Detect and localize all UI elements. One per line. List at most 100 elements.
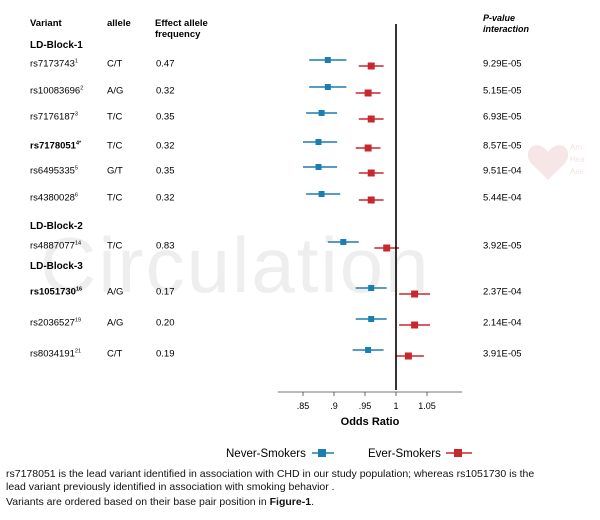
x-axis-tick-label: .85 <box>297 401 310 411</box>
legend: Never-Smokers Ever-Smokers <box>226 448 472 460</box>
variant-id: rs7173743 <box>30 59 75 70</box>
ever-smokers-point <box>411 290 419 298</box>
allele-cell: A/G <box>107 318 123 329</box>
block-heading: LD-Block-3 <box>30 261 83 272</box>
header-pvalue-line1: P-value <box>483 13 515 23</box>
variant-id: rs6495335 <box>30 166 75 177</box>
ever-smokers-point <box>383 244 391 252</box>
never-smokers-point <box>318 110 325 116</box>
never-smokers-point <box>318 191 325 197</box>
header-variant: Variant <box>30 18 63 29</box>
variant-superscript: 1 <box>75 59 78 65</box>
variant-name: rs71737431 <box>30 59 78 70</box>
never-smokers-point <box>368 285 375 291</box>
block-heading: LD-Block-1 <box>30 40 83 51</box>
variant-id: rs4887077 <box>30 241 75 252</box>
variant-superscript: 3 <box>75 112 78 118</box>
ever-smokers-point <box>367 169 375 177</box>
variant-id: rs10083696 <box>30 86 80 97</box>
variant-name: rs100836962 <box>30 86 83 97</box>
variant-name: rs43800286 <box>30 193 78 204</box>
ever-smokers-point <box>367 196 375 204</box>
header-allele: allele <box>107 18 131 29</box>
pvalue-cell: 5.44E-04 <box>483 193 522 204</box>
pvalue-cell: 6.93E-05 <box>483 112 522 123</box>
variant-id: rs4380028 <box>30 193 75 204</box>
variant-id: rs7176187 <box>30 112 75 123</box>
allele-cell: G/T <box>107 166 123 177</box>
pvalue-cell: 2.14E-04 <box>483 318 522 329</box>
block-heading: LD-Block-2 <box>30 221 83 232</box>
allele-cell: T/C <box>107 241 122 252</box>
svg-text:Am: Am <box>570 143 582 152</box>
plot-area: .85 .9 .95 1 1.05 Odds Ratio <box>278 24 462 428</box>
never-smokers-point <box>340 239 347 245</box>
x-axis-tick-label: 1.05 <box>418 401 436 411</box>
allele-cell: T/C <box>107 193 122 204</box>
frequency-cell: 0.35 <box>156 112 175 123</box>
variant-superscript: 19 <box>75 318 81 324</box>
pvalue-cell: 5.15E-05 <box>483 86 522 97</box>
legend-ever-marker <box>454 449 462 457</box>
variant-superscript: 2 <box>80 86 83 92</box>
svg-text:Hea: Hea <box>570 155 585 164</box>
variant-id: rs8034191 <box>30 349 75 360</box>
ever-smokers-point <box>367 115 375 123</box>
legend-ever-label: Ever-Smokers <box>368 448 441 460</box>
header-pvalue-line2: interaction <box>483 24 530 34</box>
variant-superscript: 14 <box>75 241 81 247</box>
variant-superscript: 16 <box>76 287 82 293</box>
ever-smokers-point <box>364 89 372 97</box>
svg-text:Ass: Ass <box>570 167 583 176</box>
variant-name: rs105173016 <box>30 287 82 298</box>
caption-line-3: Variants are ordered based on their base… <box>6 496 594 509</box>
allele-cell: T/C <box>107 112 122 123</box>
allele-cell: C/T <box>107 349 123 360</box>
frequency-cell: 0.32 <box>156 141 175 152</box>
x-axis-tick-label: .9 <box>330 401 338 411</box>
variant-superscript: 5 <box>75 166 78 172</box>
watermark-text: Circulation <box>40 221 430 309</box>
header-freq-line2: frequency <box>155 29 201 40</box>
caption-line-3-text: Variants are ordered based on their base… <box>6 496 270 508</box>
caption-line-3-end: . <box>311 496 314 508</box>
pvalue-cell: 9.29E-05 <box>483 59 522 70</box>
table-rows: LD-Block-1 rs71737431 C/T 0.47 9.29E-05 rs100… <box>30 40 522 360</box>
frequency-cell: 0.19 <box>156 349 175 360</box>
variant-name: rs803419121 <box>30 349 81 360</box>
x-axis-label: Odds Ratio <box>341 416 400 428</box>
allele-cell: A/G <box>107 86 123 97</box>
variant-name: rs64953355 <box>30 166 78 177</box>
pvalue-cell: 3.92E-05 <box>483 241 522 252</box>
never-smokers-point <box>368 316 375 322</box>
frequency-cell: 0.35 <box>156 166 175 177</box>
pvalue-cell: 9.51E-04 <box>483 166 522 177</box>
variant-name: rs71761873 <box>30 112 78 123</box>
ever-smokers-point <box>364 144 372 152</box>
variant-name: rs71780514* <box>30 141 82 152</box>
header-freq-line1: Effect allele <box>155 18 208 29</box>
caption-figure-ref: Figure-1 <box>269 496 312 508</box>
legend-never-marker <box>318 449 326 457</box>
allele-cell: C/T <box>107 59 123 70</box>
pvalue-cell: 2.37E-04 <box>483 287 522 298</box>
pvalue-cell: 3.91E-05 <box>483 349 522 360</box>
variant-id: rs2036527 <box>30 318 75 329</box>
frequency-cell: 0.83 <box>156 241 175 252</box>
pvalue-cell: 8.57E-05 <box>483 141 522 152</box>
variant-name: rs203652719 <box>30 318 81 329</box>
ever-smokers-point <box>411 321 419 329</box>
variant-id: rs7178051 <box>30 141 77 152</box>
variant-superscript: 6 <box>75 193 78 199</box>
allele-cell: T/C <box>107 141 122 152</box>
ever-smokers-point <box>404 352 412 360</box>
caption-line-2: lead variant previously identified in as… <box>6 481 335 493</box>
never-smokers-point <box>315 164 322 170</box>
never-smokers-point <box>315 139 322 145</box>
allele-cell: A/G <box>107 287 123 298</box>
never-smokers-point <box>324 84 331 90</box>
variant-id: rs1051730 <box>30 287 76 298</box>
never-smokers-point <box>324 57 331 63</box>
x-axis-tick-label: .95 <box>359 401 372 411</box>
